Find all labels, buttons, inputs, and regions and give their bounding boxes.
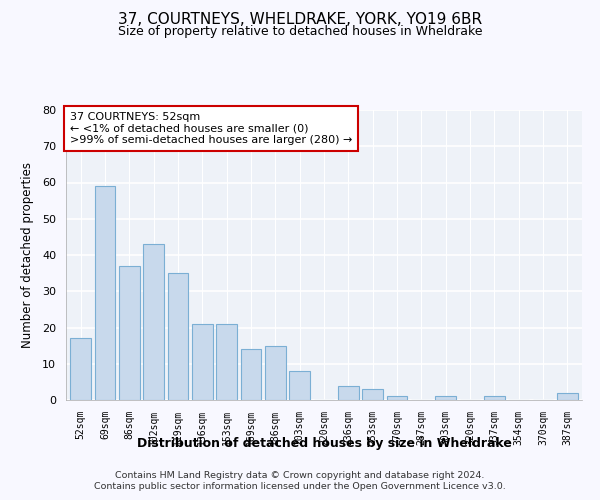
Bar (289, 371, 310, 400)
Bar (143, 244, 164, 400)
Bar (216, 324, 237, 400)
Bar (192, 324, 212, 400)
Bar (557, 393, 578, 400)
Bar (70, 338, 91, 400)
Bar (119, 266, 140, 400)
Bar (362, 389, 383, 400)
Text: 37, COURTNEYS, WHELDRAKE, YORK, YO19 6BR: 37, COURTNEYS, WHELDRAKE, YORK, YO19 6BR (118, 12, 482, 28)
Text: Size of property relative to detached houses in Wheldrake: Size of property relative to detached ho… (118, 25, 482, 38)
Bar (338, 386, 359, 400)
Bar (95, 186, 115, 400)
Bar (167, 273, 188, 400)
Text: Distribution of detached houses by size in Wheldrake: Distribution of detached houses by size … (137, 438, 511, 450)
Bar (436, 396, 456, 400)
Bar (484, 396, 505, 400)
Bar (241, 349, 262, 400)
Bar (265, 346, 286, 400)
Y-axis label: Number of detached properties: Number of detached properties (21, 162, 34, 348)
Bar (386, 396, 407, 400)
Text: Contains public sector information licensed under the Open Government Licence v3: Contains public sector information licen… (94, 482, 506, 491)
Text: Contains HM Land Registry data © Crown copyright and database right 2024.: Contains HM Land Registry data © Crown c… (115, 471, 485, 480)
Text: 37 COURTNEYS: 52sqm
← <1% of detached houses are smaller (0)
>99% of semi-detach: 37 COURTNEYS: 52sqm ← <1% of detached ho… (70, 112, 352, 145)
